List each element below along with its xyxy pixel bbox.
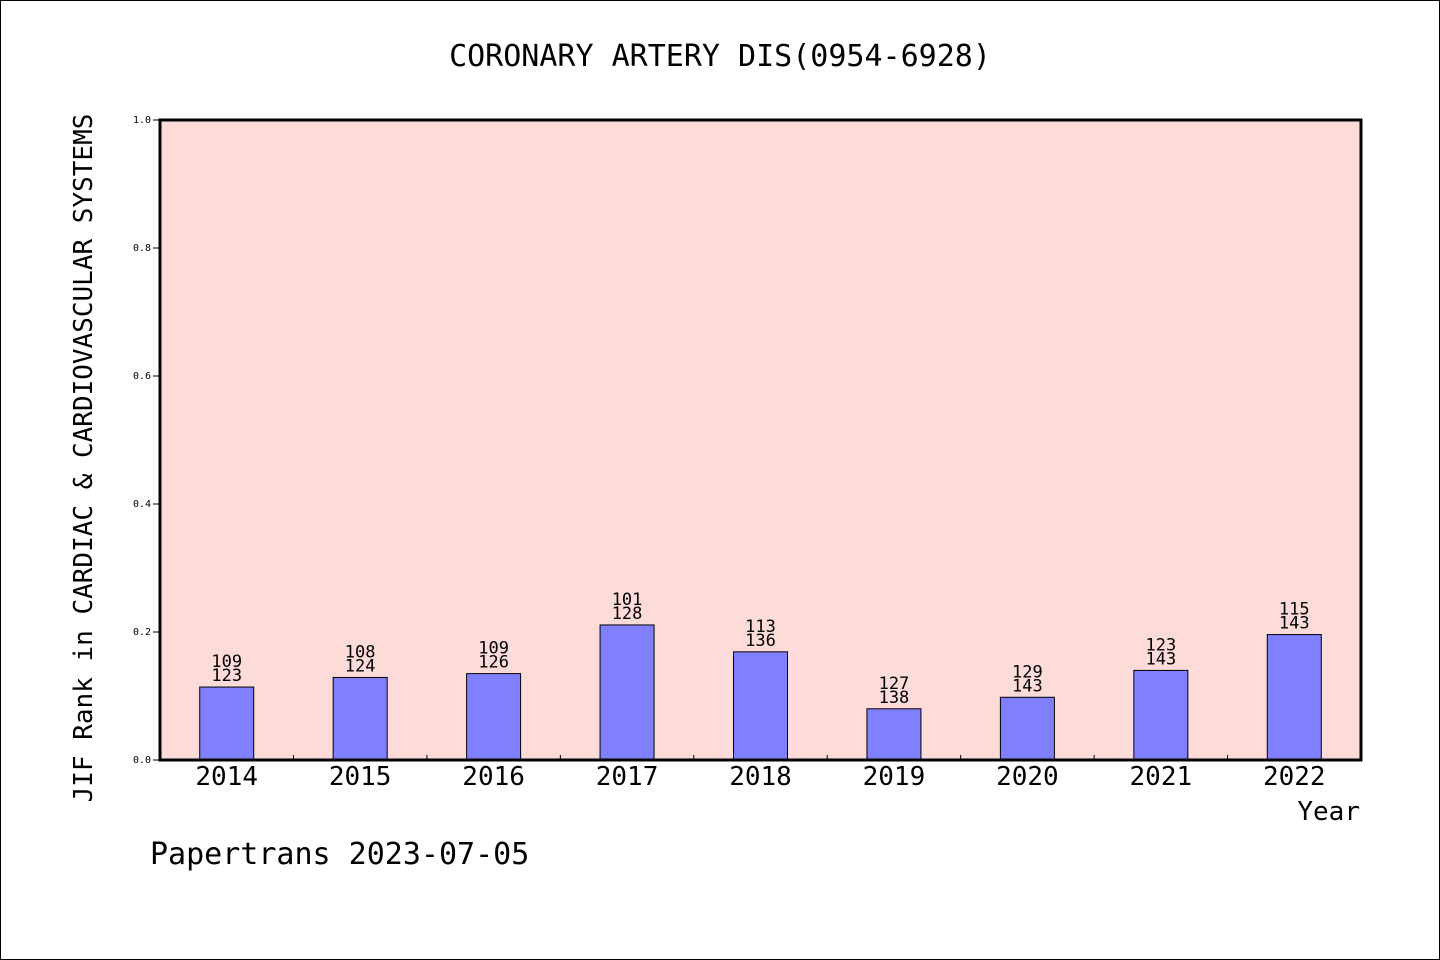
x-tick-label: 2020	[996, 762, 1059, 792]
y-tick-label: 0.6	[133, 371, 151, 382]
bar	[599, 624, 655, 761]
y-axis: 0.0 0.2 0.4 0.6 0.8 1.0	[133, 115, 160, 766]
x-tick-label: 2017	[596, 762, 659, 792]
y-tick-label: 0.4	[133, 499, 151, 510]
footer-credit: Papertrans 2023-07-05	[150, 837, 529, 872]
y-tick-label: 1.0	[133, 115, 151, 126]
x-axis-label: Year	[1297, 797, 1360, 827]
bar	[199, 686, 255, 761]
bar-total-label: 143	[1012, 676, 1043, 696]
x-tick-label: 2021	[1130, 762, 1193, 792]
bar-total-label: 143	[1279, 614, 1310, 634]
bar-rank-label: 113	[745, 617, 776, 637]
bar-total-label: 128	[612, 604, 643, 624]
bar-rank-label: 129	[1012, 662, 1043, 682]
bar	[866, 708, 922, 761]
bar	[733, 651, 788, 761]
bar-rank-label: 127	[879, 674, 910, 694]
x-tick-label: 2014	[195, 762, 258, 792]
bar-rank-label: 101	[612, 590, 643, 610]
bar-rank-label: 109	[478, 639, 509, 659]
x-tick-label: 2018	[729, 762, 792, 792]
y-tick-label: 0.8	[133, 243, 151, 254]
plot-border	[158, 118, 1363, 762]
bar	[999, 696, 1055, 761]
bar	[332, 676, 388, 761]
x-tick-label: 2016	[462, 762, 525, 792]
bar-total-label: 143	[1145, 649, 1176, 669]
chart-title: CORONARY ARTERY DIS(0954-6928)	[449, 39, 991, 74]
bar-rank-label: 108	[345, 642, 376, 662]
bar-total-label: 126	[478, 653, 509, 673]
y-axis-label: JIF Rank in CARDIAC & CARDIOVASCULAR SYS…	[69, 114, 99, 803]
bar-rank-label: 109	[211, 652, 242, 672]
x-tick-label: 2015	[329, 762, 392, 792]
bar-rank-label: 115	[1279, 600, 1310, 620]
bar-total-label: 123	[211, 666, 242, 686]
bar	[466, 673, 522, 761]
y-tick-label: 0.0	[133, 755, 151, 766]
x-tick-label: 2019	[863, 762, 926, 792]
bar	[1133, 669, 1189, 761]
x-tick-label: 2022	[1263, 762, 1326, 792]
bar-total-label: 136	[745, 631, 776, 651]
bar-rank-label: 123	[1145, 635, 1176, 655]
x-axis: 2014 2015 2016 2017 2018 2019 2020 2021 2022	[195, 755, 1326, 792]
y-tick-label: 0.2	[133, 627, 151, 638]
bar	[1266, 634, 1322, 761]
bar-total-label: 124	[345, 656, 376, 676]
bar-total-label: 138	[879, 688, 910, 708]
bar-series: 1091231081241091261011281131361271381291…	[199, 590, 1322, 761]
